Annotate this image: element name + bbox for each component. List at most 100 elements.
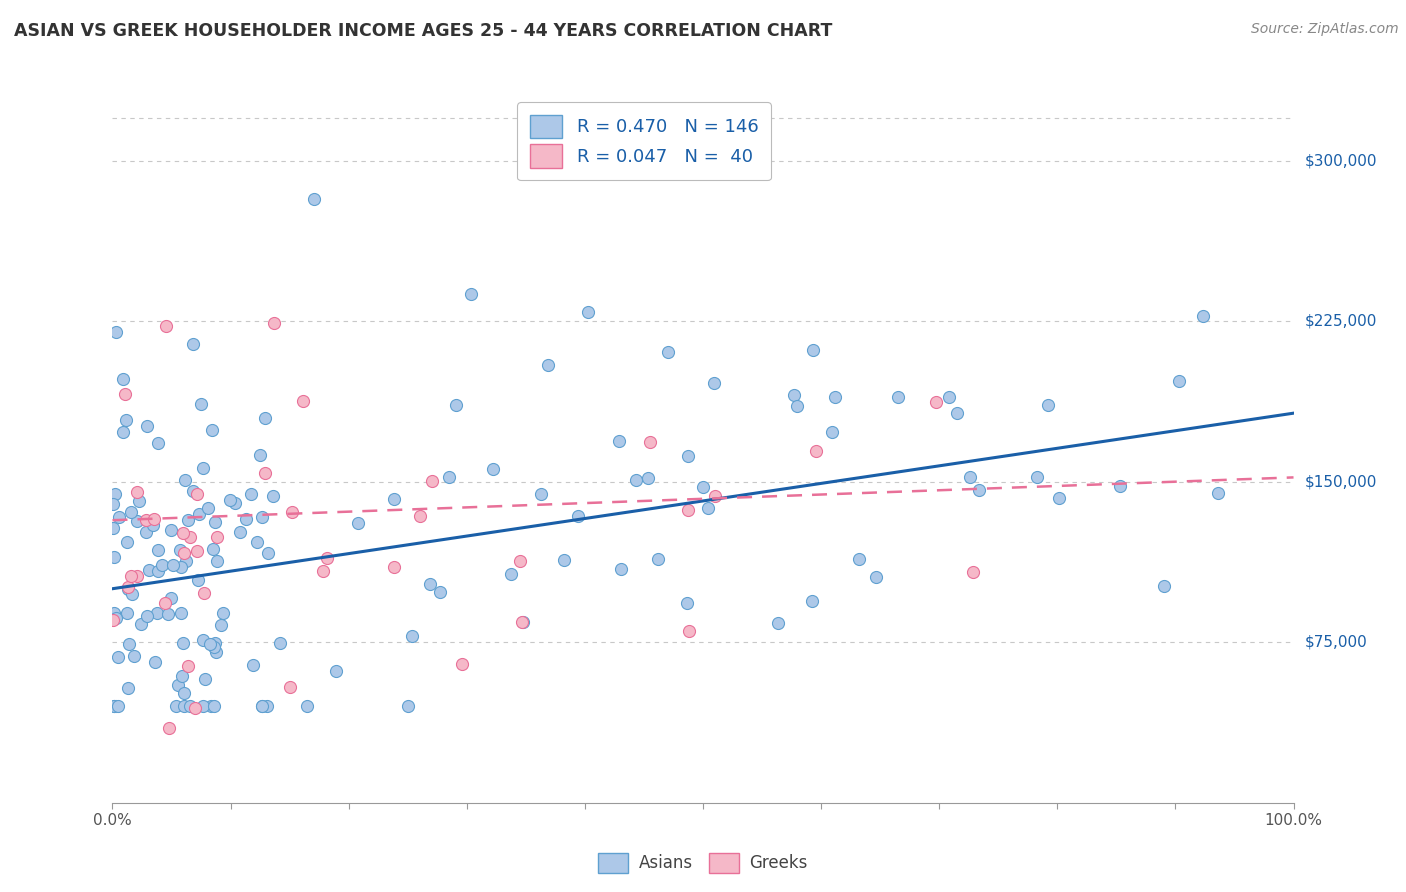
Point	[382, 492, 405, 507]
Point	[211, 606, 233, 620]
Legend: Asians, Greeks: Asians, Greeks	[592, 847, 814, 880]
Point	[183, 701, 205, 715]
Point	[107, 699, 129, 714]
Point	[409, 508, 432, 523]
Point	[1153, 579, 1175, 593]
Point	[142, 518, 165, 533]
Point	[678, 624, 700, 639]
Point	[786, 399, 808, 413]
Point	[401, 629, 423, 643]
Point	[801, 594, 824, 608]
Point	[190, 397, 212, 411]
Point	[160, 524, 183, 538]
Point	[202, 699, 225, 714]
Point	[481, 462, 503, 476]
Point	[120, 569, 142, 583]
Point	[1192, 309, 1215, 323]
Point	[312, 564, 335, 578]
Point	[146, 565, 169, 579]
Point	[128, 493, 150, 508]
Point	[186, 543, 208, 558]
Point	[143, 511, 166, 525]
Point	[136, 609, 159, 624]
Point	[865, 570, 887, 584]
Point	[181, 483, 204, 498]
Point	[768, 615, 790, 630]
Point	[607, 434, 630, 448]
Point	[291, 394, 314, 409]
Point	[512, 615, 534, 630]
Point	[1036, 398, 1059, 412]
Point	[135, 513, 157, 527]
Point	[122, 649, 145, 664]
Point	[170, 560, 193, 574]
Point	[191, 633, 214, 648]
Point	[120, 505, 142, 519]
Point	[103, 699, 125, 714]
Point	[121, 587, 143, 601]
Point	[125, 568, 148, 582]
Point	[177, 514, 200, 528]
Point	[204, 644, 226, 658]
Point	[254, 467, 277, 481]
Point	[155, 319, 177, 334]
Point	[111, 372, 134, 386]
Point	[135, 525, 157, 540]
Point	[173, 546, 195, 560]
Point	[325, 664, 347, 678]
Point	[201, 423, 224, 437]
Point	[254, 410, 277, 425]
Point	[647, 551, 669, 566]
Point	[638, 434, 661, 449]
Point	[148, 543, 170, 558]
Point	[229, 525, 252, 540]
Point	[246, 535, 269, 549]
Legend: R = 0.470   N = 146, R = 0.047   N =  40: R = 0.470 N = 146, R = 0.047 N = 40	[517, 103, 770, 180]
Point	[207, 530, 229, 544]
Point	[567, 508, 589, 523]
Point	[129, 616, 152, 631]
Point	[156, 607, 179, 621]
Text: $300,000: $300,000	[1305, 153, 1376, 168]
Point	[316, 551, 339, 566]
Point	[676, 596, 699, 610]
Point	[887, 390, 910, 404]
Point	[193, 699, 215, 714]
Point	[117, 681, 139, 695]
Point	[576, 305, 599, 319]
Point	[187, 573, 209, 587]
Point	[1168, 374, 1191, 388]
Point	[637, 471, 659, 485]
Point	[235, 512, 257, 526]
Point	[115, 413, 138, 427]
Point	[783, 387, 806, 401]
Point	[127, 484, 149, 499]
Point	[697, 500, 720, 515]
Point	[821, 425, 844, 439]
Text: $225,000: $225,000	[1305, 314, 1376, 328]
Point	[150, 558, 173, 573]
Point	[169, 543, 191, 558]
Point	[103, 606, 125, 620]
Point	[250, 699, 273, 714]
Point	[186, 487, 208, 501]
Point	[174, 473, 197, 487]
Point	[250, 510, 273, 524]
Point	[198, 637, 221, 651]
Point	[193, 461, 215, 475]
Point	[848, 552, 870, 566]
Point	[460, 287, 482, 301]
Text: Source: ZipAtlas.com: Source: ZipAtlas.com	[1251, 22, 1399, 37]
Point	[938, 390, 960, 404]
Point	[429, 585, 451, 599]
Point	[104, 611, 127, 625]
Point	[173, 699, 195, 714]
Point	[1206, 486, 1229, 500]
Point	[302, 192, 325, 206]
Point	[138, 563, 160, 577]
Point	[239, 487, 262, 501]
Point	[187, 508, 209, 522]
Point	[824, 390, 846, 404]
Point	[157, 721, 180, 735]
Point	[146, 606, 169, 620]
